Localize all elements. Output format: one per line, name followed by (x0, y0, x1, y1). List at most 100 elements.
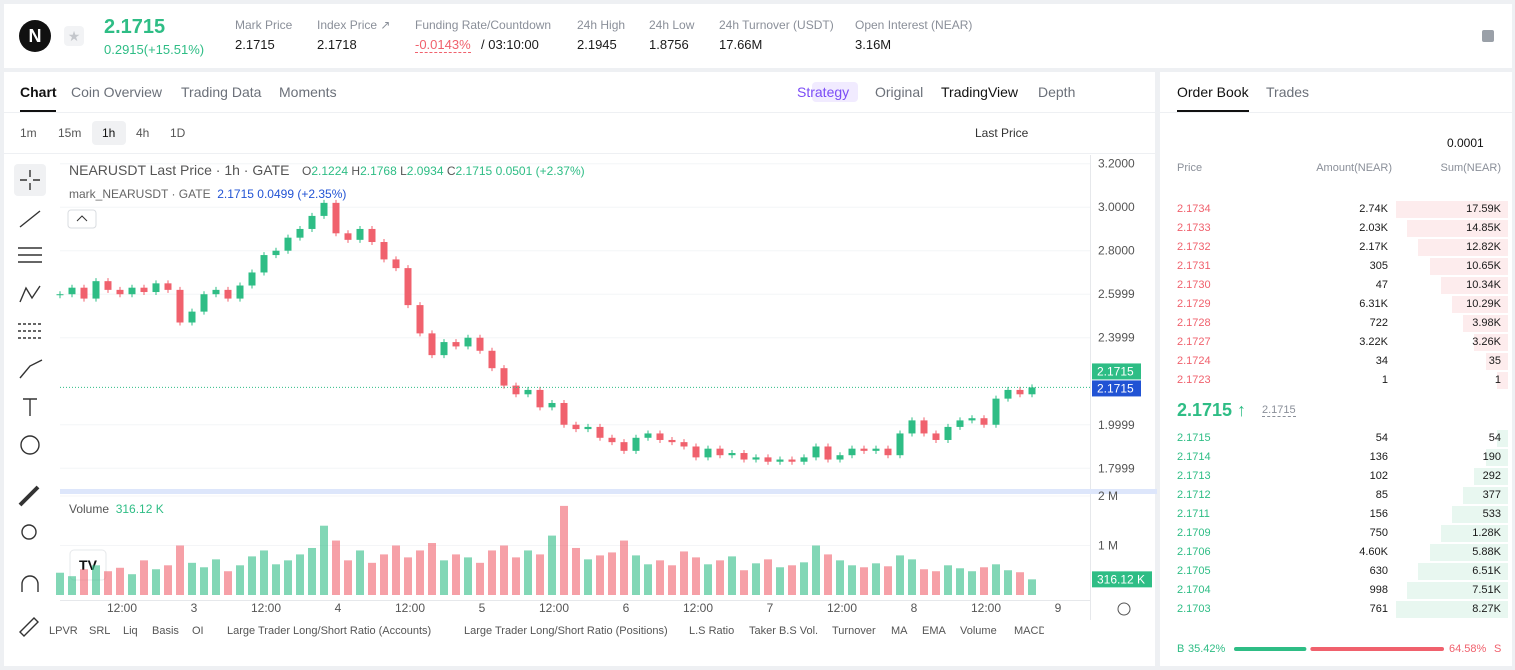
tool-emoji[interactable] (20, 435, 40, 455)
candle (560, 402, 568, 425)
candle (332, 202, 340, 234)
ob-tab[interactable]: Trades (1266, 84, 1310, 100)
candle (116, 289, 124, 295)
pane-divider[interactable] (60, 489, 1157, 494)
ask-price: 2.1729 (1177, 298, 1211, 310)
indicator[interactable]: Turnover (832, 625, 876, 637)
candle (992, 398, 1000, 425)
candle (932, 433, 940, 440)
chart-tab[interactable]: Coin Overview (71, 84, 163, 100)
candle (776, 459, 784, 462)
ob-column: Amount(NEAR) (1316, 162, 1392, 174)
candle (812, 446, 820, 458)
menu-icon[interactable] (1482, 30, 1494, 42)
view-tab[interactable]: TradingView (941, 84, 1019, 100)
x-tick-label: 12:00 (683, 601, 713, 615)
tool-pattern[interactable] (19, 285, 41, 303)
volume-bar (236, 565, 244, 595)
chart-tab[interactable]: Trading Data (181, 84, 262, 100)
tool-zoom[interactable] (21, 524, 37, 540)
tool-trendline[interactable] (19, 210, 41, 228)
candle (752, 457, 760, 460)
volume-bar (164, 565, 172, 595)
indicator[interactable]: Taker B.S Vol. (749, 625, 819, 637)
ask-amount: 2.03K (1359, 222, 1388, 234)
favorite-star[interactable]: ★ (64, 26, 84, 46)
ob-tab[interactable]: Order Book (1177, 84, 1249, 100)
settings-icon[interactable] (1117, 602, 1131, 616)
tool-ruler[interactable] (18, 485, 40, 507)
legend-title: NEARUSDT Last Price · 1h · GATE (69, 162, 290, 178)
tool-lines[interactable] (18, 247, 42, 263)
buy-pct: 35.42% (1188, 643, 1226, 655)
view-tab[interactable]: Original (875, 84, 924, 100)
tool-magnet[interactable] (21, 575, 39, 592)
ask-depth (1429, 258, 1508, 275)
volume-bar (512, 557, 520, 595)
tool-cursor-bg[interactable] (14, 164, 46, 196)
indicator[interactable]: L.S Ratio (689, 625, 735, 637)
timeframe[interactable]: 4h (136, 126, 150, 140)
volume-bar (704, 564, 712, 595)
chart-tab[interactable]: Moments (279, 84, 337, 100)
volume-bar (968, 571, 976, 595)
tool-brush[interactable] (19, 359, 43, 379)
tool-fib[interactable] (18, 323, 42, 339)
volume-bar (284, 560, 292, 595)
candle (416, 305, 424, 334)
indicator[interactable]: Large Trader Long/Short Ratio (Accounts) (227, 625, 432, 637)
candle (824, 446, 832, 460)
view-tab[interactable]: Strategy (797, 84, 850, 100)
timeframe[interactable]: 1D (170, 126, 186, 140)
tool-text[interactable] (23, 398, 37, 416)
sell-ratio-bar (1310, 647, 1444, 651)
bid-sum: 5.88K (1472, 546, 1501, 558)
candle (644, 433, 652, 438)
timeframe[interactable]: 1m (20, 126, 37, 140)
bid-sum: 8.27K (1472, 603, 1501, 615)
y-tick-label: 2.8000 (1098, 244, 1135, 258)
indicator[interactable]: Basis (152, 625, 179, 637)
indicator[interactable]: EMA (922, 625, 946, 637)
x-tick-label: 9 (1055, 601, 1062, 615)
candle (476, 337, 484, 351)
indicator[interactable]: LPVR (49, 625, 78, 637)
indicator[interactable]: Volume (960, 625, 997, 637)
ask-sum: 3.98K (1472, 317, 1501, 329)
ask-depth (1440, 277, 1508, 294)
x-tick-label: 7 (767, 601, 774, 615)
bid-sum: 54 (1488, 432, 1501, 444)
volume-bar (464, 557, 472, 595)
x-tick-label: 12:00 (251, 601, 281, 615)
view-tab[interactable]: Depth (1038, 84, 1076, 100)
ask-amount: 3.22K (1359, 336, 1388, 348)
volume-legend: Volume 316.12 K (69, 502, 164, 516)
indicator[interactable]: OI (192, 625, 204, 637)
indicator[interactable]: MA (891, 625, 908, 637)
bid-amount: 85 (1375, 489, 1388, 501)
candle (236, 285, 244, 299)
timeframe[interactable]: 15m (58, 126, 82, 140)
indicator[interactable]: SRL (89, 625, 111, 637)
bid-amount: 54 (1375, 432, 1388, 444)
timeframe[interactable]: 1h (102, 126, 116, 140)
candle (680, 442, 688, 447)
y-tick-label: 1.7999 (1098, 461, 1135, 475)
indicator[interactable]: Liq (123, 625, 138, 637)
bid-price: 2.1706 (1177, 546, 1211, 558)
price-source[interactable]: Last Price (975, 126, 1029, 140)
last-price-tag-bg (1092, 363, 1141, 380)
candle (872, 448, 880, 451)
x-tick-label: 12:00 (827, 601, 857, 615)
ask-amount: 1 (1381, 374, 1388, 386)
tool-pencil[interactable] (19, 617, 39, 637)
precision[interactable]: 0.0001 (1447, 136, 1484, 150)
chart-tab[interactable]: Chart (20, 84, 57, 100)
volume-value: 316.12 K (115, 502, 164, 516)
indicator[interactable]: Large Trader Long/Short Ratio (Positions… (464, 625, 668, 637)
volume-bar (344, 560, 352, 595)
volume-bar (152, 569, 160, 595)
tool-crosshair[interactable] (20, 170, 40, 190)
collapse-button[interactable] (67, 209, 97, 229)
indicator[interactable]: MACD (1014, 625, 1044, 637)
